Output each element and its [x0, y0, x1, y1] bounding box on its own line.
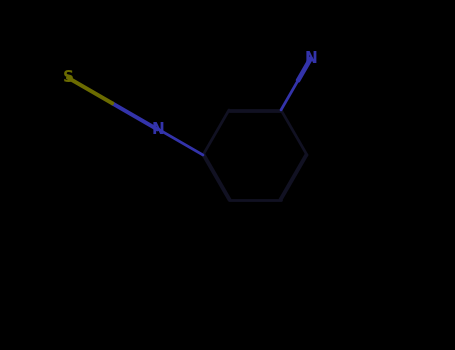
Text: N: N — [304, 51, 317, 66]
Text: N: N — [152, 121, 164, 136]
Text: S: S — [62, 70, 73, 84]
